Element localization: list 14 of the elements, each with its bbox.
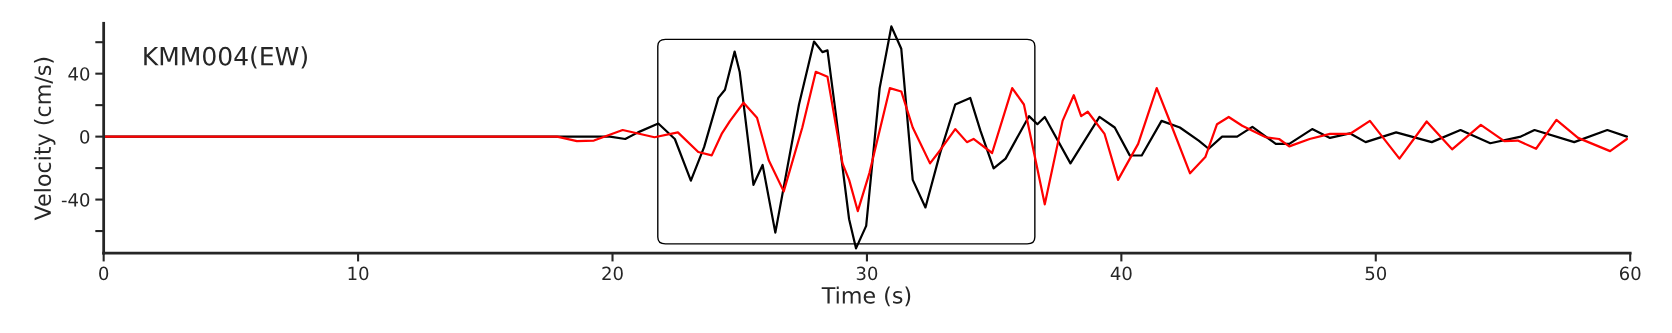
text: KMM004(EW) bbox=[144, 46, 307, 69]
x-tick-label: 40 bbox=[1110, 266, 1132, 281]
y-tick-label: 0 bbox=[80, 130, 90, 144]
x-tick-label: 30 bbox=[856, 266, 878, 281]
y-tick-label: -40 bbox=[61, 193, 90, 207]
x-axis-title: Time (s) bbox=[821, 286, 911, 307]
x-tick-label: 0 bbox=[99, 266, 109, 281]
x-tick-label: 60 bbox=[1619, 266, 1641, 281]
y-tick-label: 40 bbox=[68, 67, 90, 81]
x-tick-label: 50 bbox=[1365, 266, 1387, 281]
x-tick-label: 10 bbox=[348, 266, 369, 281]
y-axis-title: Velocity (cm/s) bbox=[33, 57, 56, 221]
x-tick-label: 20 bbox=[602, 266, 623, 281]
line-series bbox=[103, 70, 1628, 213]
